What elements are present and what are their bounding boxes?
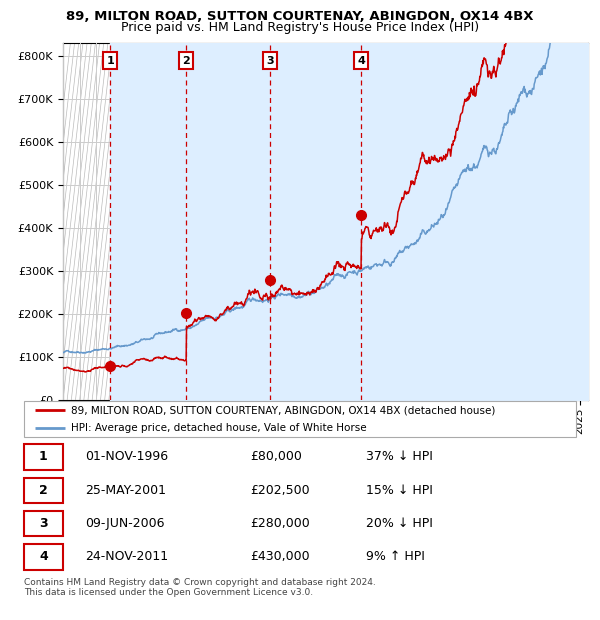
Text: 01-NOV-1996: 01-NOV-1996 (85, 450, 168, 463)
FancyBboxPatch shape (24, 401, 576, 437)
Text: Price paid vs. HM Land Registry's House Price Index (HPI): Price paid vs. HM Land Registry's House … (121, 21, 479, 34)
Text: £430,000: £430,000 (250, 551, 310, 564)
Text: 3: 3 (39, 517, 47, 530)
Text: £80,000: £80,000 (250, 450, 302, 463)
Text: 3: 3 (266, 56, 274, 66)
Text: 89, MILTON ROAD, SUTTON COURTENAY, ABINGDON, OX14 4BX (detached house): 89, MILTON ROAD, SUTTON COURTENAY, ABING… (71, 405, 495, 415)
Text: 37% ↓ HPI: 37% ↓ HPI (366, 450, 433, 463)
FancyBboxPatch shape (24, 511, 62, 536)
Text: 4: 4 (358, 56, 365, 66)
Text: 09-JUN-2006: 09-JUN-2006 (85, 517, 164, 530)
Text: 1: 1 (106, 56, 114, 66)
Text: 20% ↓ HPI: 20% ↓ HPI (366, 517, 433, 530)
Text: 9% ↑ HPI: 9% ↑ HPI (366, 551, 425, 564)
Text: HPI: Average price, detached house, Vale of White Horse: HPI: Average price, detached house, Vale… (71, 423, 367, 433)
FancyBboxPatch shape (24, 544, 62, 570)
Text: 2: 2 (39, 484, 47, 497)
Text: 89, MILTON ROAD, SUTTON COURTENAY, ABINGDON, OX14 4BX: 89, MILTON ROAD, SUTTON COURTENAY, ABING… (66, 10, 534, 23)
Text: 4: 4 (39, 551, 47, 564)
Text: £202,500: £202,500 (250, 484, 310, 497)
Text: £280,000: £280,000 (250, 517, 310, 530)
Text: 1: 1 (39, 450, 47, 463)
Text: 25-MAY-2001: 25-MAY-2001 (85, 484, 166, 497)
Text: 2: 2 (182, 56, 190, 66)
FancyBboxPatch shape (24, 444, 62, 469)
Text: Contains HM Land Registry data © Crown copyright and database right 2024.
This d: Contains HM Land Registry data © Crown c… (24, 578, 376, 597)
Text: 15% ↓ HPI: 15% ↓ HPI (366, 484, 433, 497)
FancyBboxPatch shape (24, 477, 62, 503)
Text: 24-NOV-2011: 24-NOV-2011 (85, 551, 168, 564)
